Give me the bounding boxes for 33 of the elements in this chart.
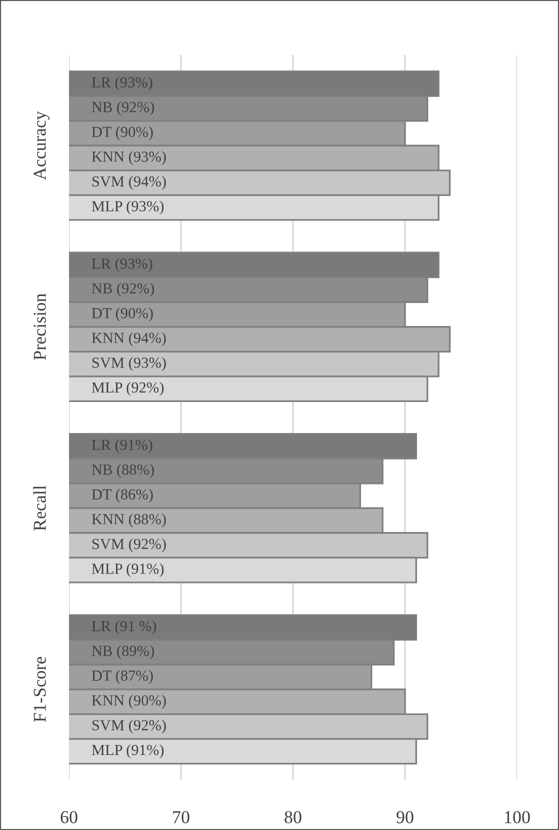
data-label: KNN (93%) (92, 151, 166, 165)
y-tick-label: Accuracy (34, 111, 50, 180)
data-label: DT (90%) (92, 308, 153, 322)
data-label: LR (93%) (92, 258, 152, 272)
data-label: NB (92%) (92, 102, 154, 116)
data-label: LR (91%) (92, 439, 152, 454)
data-label: DT (86%) (92, 488, 153, 503)
data-label: NB (92%) (92, 282, 154, 297)
y-tick-label: F1-Score (34, 656, 46, 722)
x-tick-label: 90 (396, 811, 414, 824)
x-tick-label: 60 (60, 811, 78, 824)
data-label: DT (87%) (92, 670, 153, 684)
x-tick-label: 100 (505, 811, 530, 824)
y-tick-label: Precision (34, 294, 46, 360)
data-label: MLP (92%) (92, 382, 164, 396)
data-label: NB (89%) (92, 645, 154, 660)
y-tick-label: Recall (33, 485, 46, 531)
data-label: KNN (94%) (92, 332, 166, 346)
data-label: SVM (93%) (92, 357, 166, 371)
x-tick-label: 70 (173, 811, 190, 824)
data-label: SVM (92%) (92, 538, 166, 552)
data-label: KNN (90%) (92, 694, 166, 709)
data-label: LR (91 %) (92, 620, 156, 634)
data-label: LR (93%) (92, 76, 152, 91)
x-tick-label: 80 (284, 811, 302, 824)
data-label: NB (88%) (92, 464, 154, 478)
data-label: MLP (91%) (92, 744, 164, 758)
data-label: SVM (94%) (92, 176, 166, 190)
data-label: DT (90%) (92, 126, 153, 140)
data-label: KNN (88%) (92, 514, 166, 528)
data-label: MLP (93%) (92, 200, 164, 214)
data-label: MLP (91%) (92, 563, 164, 577)
data-label: SVM (92%) (92, 720, 166, 734)
